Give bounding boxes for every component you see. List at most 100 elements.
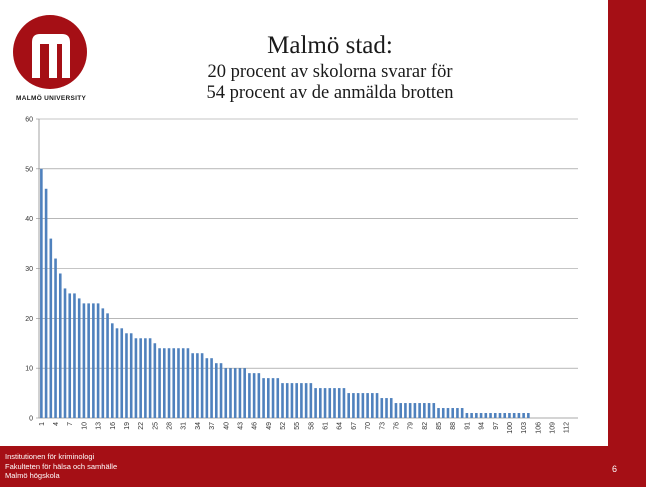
x-tick-label: 43 — [237, 422, 244, 430]
bar — [219, 363, 223, 418]
bar — [243, 368, 246, 418]
x-tick-label: 4 — [53, 422, 60, 426]
subtitle-line-2: 54 procent av de anmälda brotten — [206, 83, 454, 103]
bar-chart: 0 10 20 30 40 50 60 1 4 7 10 13 16 19 22 25 28 31 34 37 40 43… — [25, 117, 578, 434]
bar — [196, 353, 199, 418]
bar — [404, 403, 407, 418]
bar — [522, 413, 525, 418]
bar — [356, 393, 360, 418]
page-number: 6 — [612, 464, 618, 474]
bar — [323, 388, 327, 418]
bar — [427, 403, 431, 418]
x-tick-label: 94 — [479, 422, 486, 430]
logo-text: MALMÖ UNIVERSITY — [16, 95, 87, 102]
bar — [399, 403, 402, 418]
footer-text: Institutionen för kriminologi Fakulteten… — [5, 452, 117, 481]
bar — [375, 393, 379, 418]
x-tick-label: 22 — [138, 422, 145, 430]
x-tick-label: 109 — [549, 422, 556, 434]
bar — [248, 373, 251, 418]
bar — [423, 403, 426, 418]
x-tick-label: 16 — [110, 422, 117, 430]
x-tick-label: 1 — [39, 422, 46, 426]
x-tick-label: 28 — [167, 422, 174, 430]
y-tick-label: 0 — [29, 416, 33, 423]
bar — [475, 413, 478, 418]
bar — [437, 408, 440, 418]
bar — [106, 313, 109, 418]
bar — [503, 413, 507, 418]
malmo-university-logo — [13, 15, 87, 89]
bar — [319, 388, 322, 418]
bar — [73, 293, 76, 418]
bar — [352, 393, 355, 418]
bar — [508, 413, 511, 418]
side-accent-bar — [608, 0, 646, 487]
x-tick-label: 88 — [450, 422, 457, 430]
bar — [96, 303, 100, 418]
x-tick-label: 67 — [351, 422, 358, 430]
bar — [489, 413, 492, 418]
bar — [276, 378, 280, 418]
y-tick-label: 40 — [25, 216, 33, 223]
bar — [144, 338, 147, 418]
bar — [139, 338, 142, 418]
x-tick-label: 7 — [67, 422, 74, 426]
bar — [285, 383, 289, 418]
x-tick-label: 97 — [493, 422, 500, 430]
y-tick-label: 60 — [25, 117, 33, 124]
bar — [484, 413, 488, 418]
subtitle-line-1: 20 procent av skolorna svarar för — [207, 62, 453, 82]
bar — [120, 328, 124, 418]
bar — [460, 408, 464, 418]
bar — [267, 378, 270, 418]
bar — [215, 363, 218, 418]
bar — [181, 348, 185, 418]
footer-bar — [0, 446, 646, 487]
bar — [125, 333, 128, 418]
x-tick-label: 103 — [521, 422, 528, 434]
bar — [153, 343, 157, 418]
bar — [361, 393, 365, 418]
bar — [300, 383, 303, 418]
bar — [92, 303, 95, 418]
bar — [200, 353, 204, 418]
bar — [309, 383, 313, 418]
bar — [389, 398, 393, 418]
bar — [205, 358, 209, 418]
bar — [451, 408, 455, 418]
bar — [408, 403, 412, 418]
bar — [371, 393, 374, 418]
x-tick-label: 37 — [209, 422, 216, 430]
y-tick-label: 10 — [25, 366, 33, 373]
x-tick-label: 13 — [96, 422, 103, 430]
bar — [432, 403, 436, 418]
bar — [290, 383, 294, 418]
x-tick-label: 40 — [223, 422, 230, 430]
x-tick-label: 49 — [266, 422, 273, 430]
x-tick-label: 82 — [422, 422, 429, 430]
x-tick-label: 79 — [408, 422, 415, 430]
x-tick-label: 73 — [379, 422, 386, 430]
y-tick-label: 50 — [25, 166, 33, 173]
bar — [441, 408, 445, 418]
bar — [167, 348, 171, 418]
bar — [333, 388, 336, 418]
x-tick-label: 31 — [181, 422, 188, 430]
bar — [210, 358, 213, 418]
bar — [456, 408, 459, 418]
bar — [115, 328, 119, 418]
bar — [44, 188, 48, 418]
bar — [162, 348, 166, 418]
bar — [262, 378, 265, 418]
x-tick-label: 76 — [393, 422, 400, 430]
x-tick-label: 61 — [323, 422, 330, 430]
bar — [224, 368, 228, 418]
bar — [498, 413, 502, 418]
bar — [271, 378, 275, 418]
x-tick-label: 91 — [464, 422, 471, 430]
bar — [186, 348, 190, 418]
y-tick-label: 20 — [25, 316, 33, 323]
bar — [493, 413, 497, 418]
bar — [101, 308, 105, 418]
